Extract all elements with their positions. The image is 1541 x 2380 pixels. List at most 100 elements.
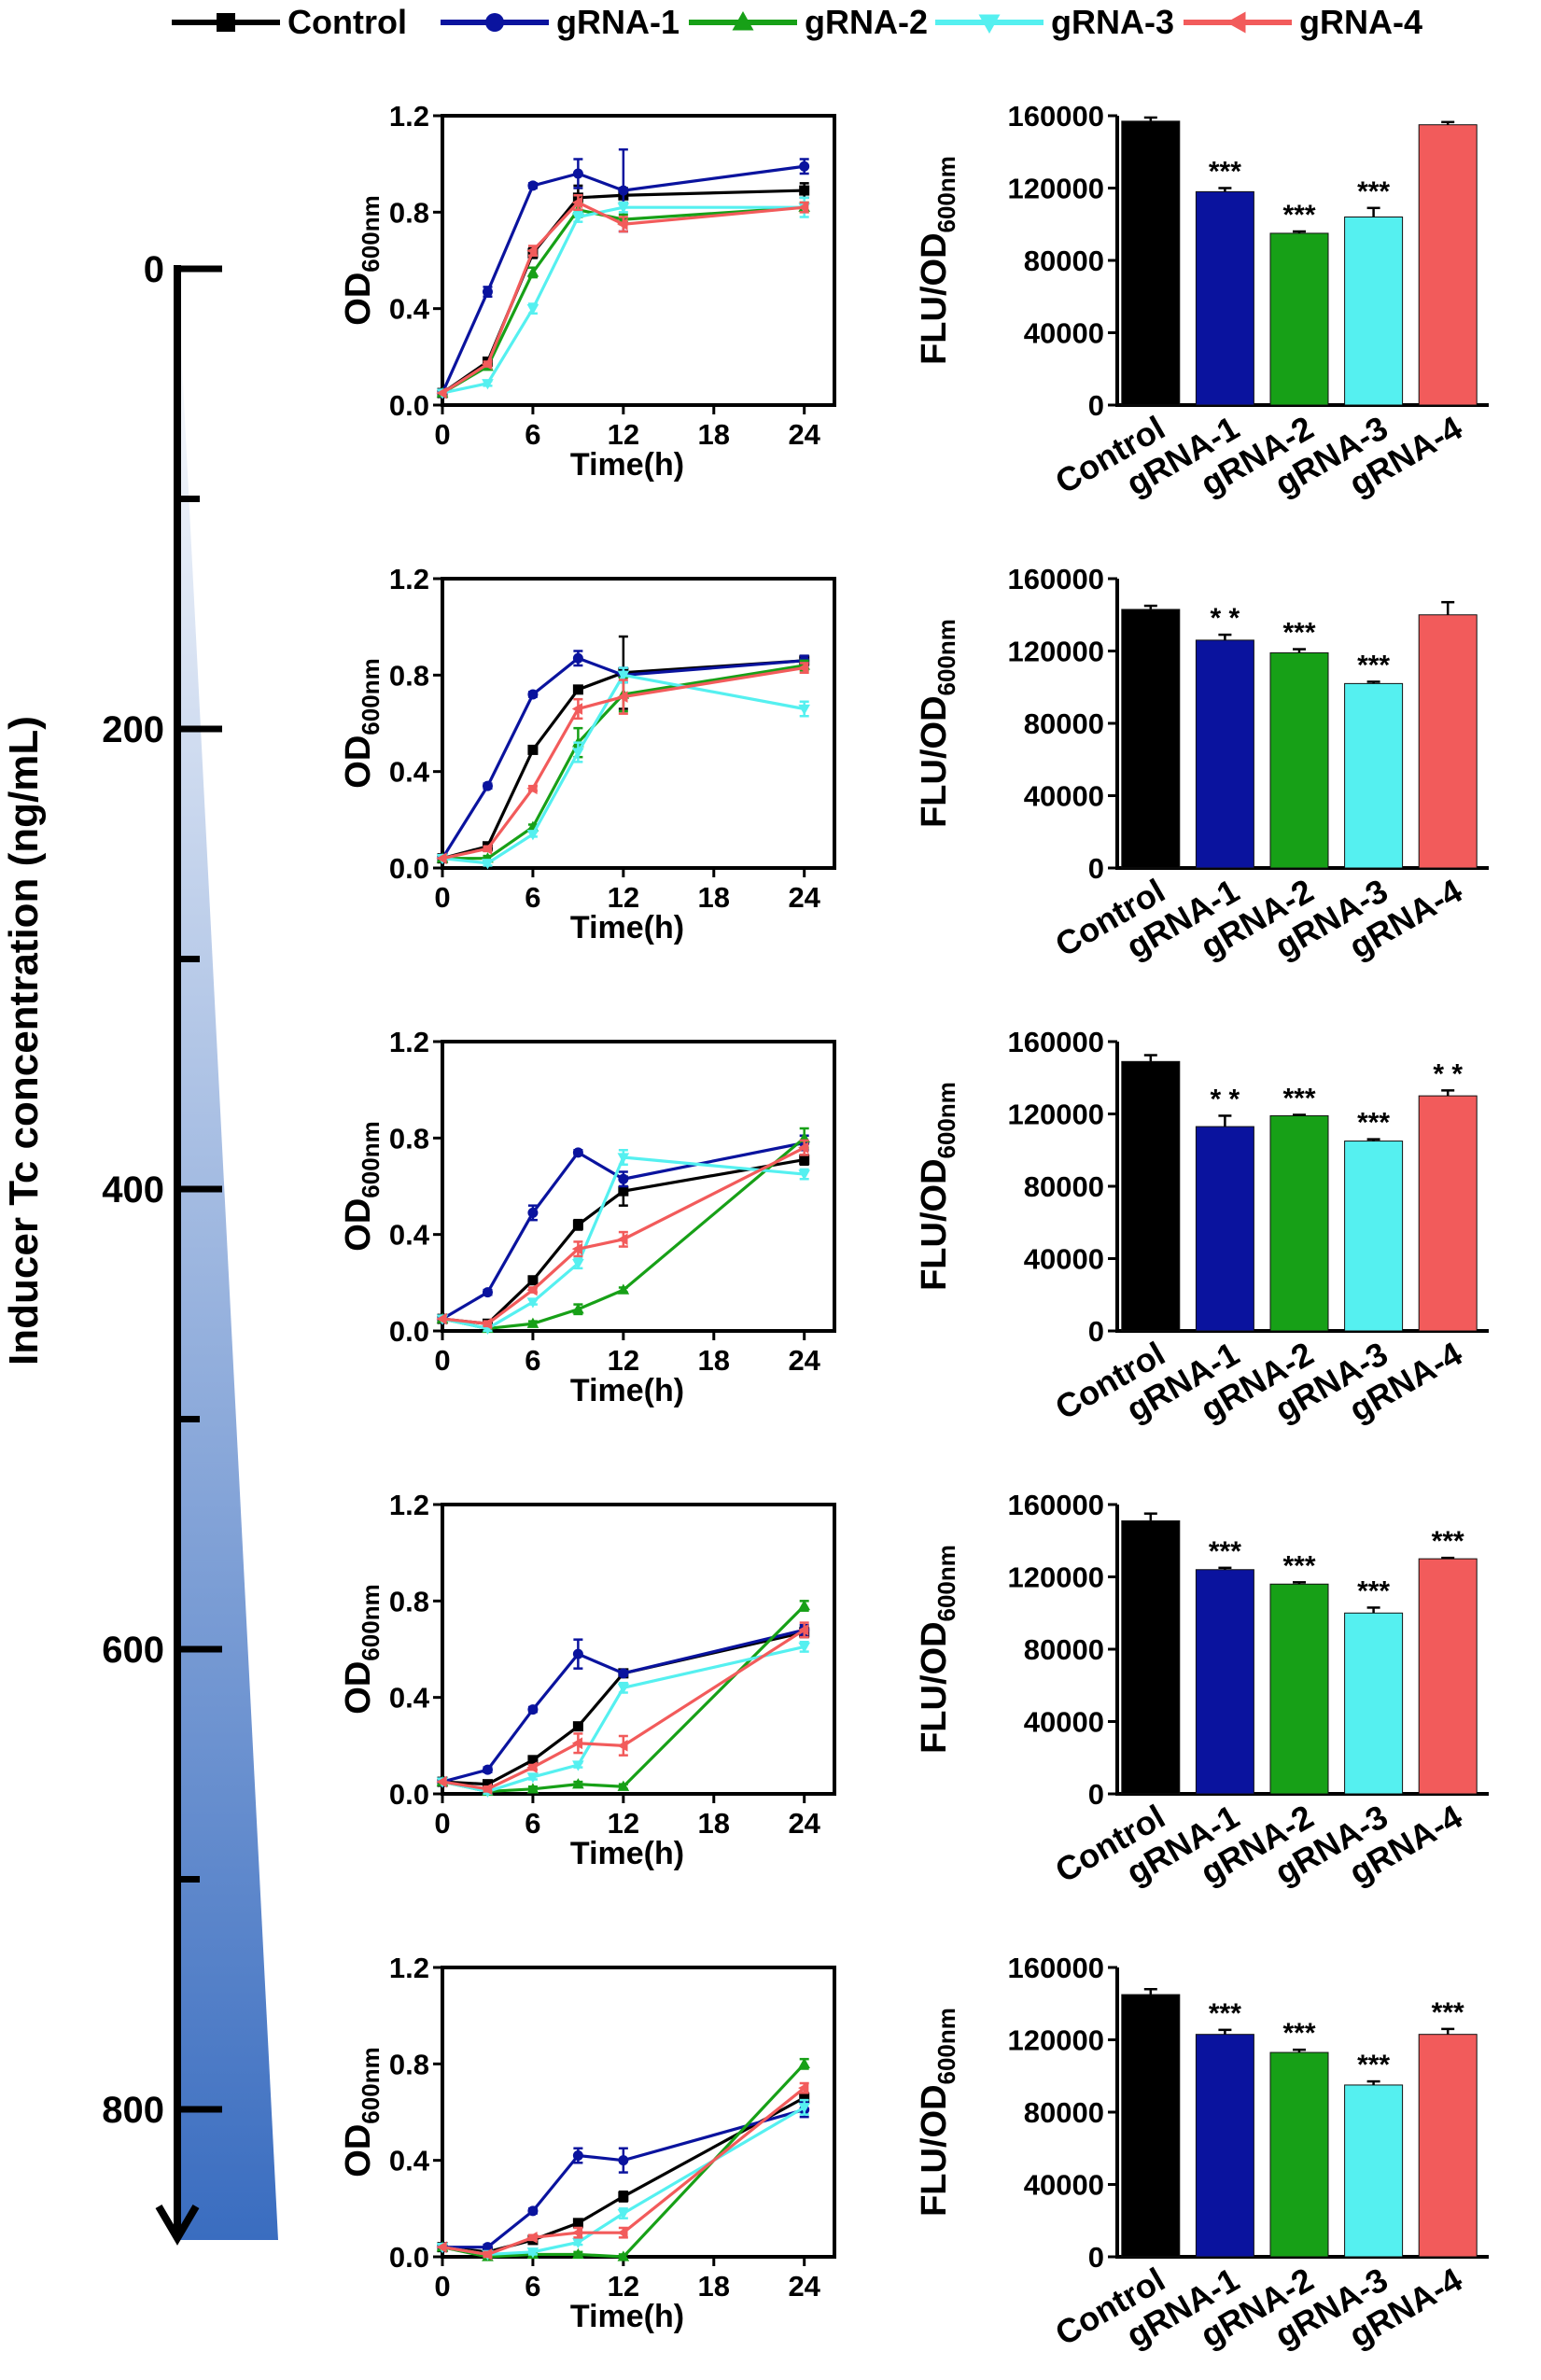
data-point [798,1169,811,1181]
series-gRNA-4 [436,1621,809,1796]
bar-Control [1121,1519,1181,1795]
significance-label: *** [1357,176,1390,207]
data-point [481,1783,493,1796]
bar-gRNA-4 [1418,614,1478,869]
data-point [482,1287,493,1298]
growth-chart: 0.0 0.4 0.8 1.2 0 6 12 18 24 Time(h) OD600nm [339,1952,836,2334]
data-point [482,780,493,791]
legend-item: gRNA-4 [1184,3,1422,41]
data-point [617,1683,630,1694]
significance-label: *** [1282,1550,1315,1581]
x-tick-label: 12 [608,881,639,914]
series-line [441,666,805,861]
x-tick-label: 0 [434,881,450,914]
y-tick-label: 80000 [1024,1170,1104,1203]
y-tick-label: 0 [1088,852,1104,885]
series-line [441,659,805,861]
significance-label: *** [1357,650,1390,680]
series-line [441,2096,806,2254]
data-point [572,1648,583,1659]
data-point [527,1704,539,1715]
data-point [799,161,810,172]
data-point [482,1779,493,1790]
y-tick-label: 120000 [1008,173,1104,205]
data-point [798,201,809,214]
data-point [527,1755,539,1766]
x-tick-label: 24 [788,881,820,914]
y-tick-label: 160000 [1008,100,1104,133]
data-point [526,245,538,257]
y-tick-label: 0 [1088,389,1104,422]
data-point [481,1317,493,1330]
legend-label: gRNA-3 [1051,3,1174,41]
significance-label: * * [1433,1058,1463,1089]
data-point [481,843,493,855]
data-point [572,2150,583,2161]
data-point [571,1242,583,1255]
bar-gRNA-3 [1344,217,1404,406]
series-line [441,1141,806,1321]
y-tick-label: 0.0 [389,2241,429,2274]
bar-gRNA-4 [1418,124,1478,406]
series-line [441,2063,806,2259]
x-tick-label: 6 [525,418,540,451]
data-point [571,703,583,715]
data-point [526,782,538,795]
data-point [482,287,493,298]
series-line [441,1628,806,1784]
data-point [572,1721,583,1732]
y-tick-label: 0.0 [389,852,429,885]
significance-label: *** [1357,1108,1390,1139]
bar-gRNA-1 [1195,639,1254,869]
legend-item: gRNA-1 [441,3,679,41]
data-point [526,830,539,841]
series-gRNA-4 [436,194,809,399]
x-axis-label: Time(h) [570,1836,684,1871]
y-axis-label-main: FLU/OD [915,2084,954,2216]
x-tick-label: 0 [434,418,450,451]
x-tick-label: 18 [698,1807,730,1840]
y-axis-label-subscript: 600nm [932,1082,960,1158]
y-axis-label-subscript: 600nm [357,195,385,272]
data-point [526,1317,539,1328]
series-line [441,673,805,865]
y-tick-label: 0 [1088,1315,1104,1348]
data-point [798,1141,809,1154]
data-point [526,1283,538,1296]
significance-label: *** [1432,1997,1464,2028]
data-point [618,1668,629,1679]
y-tick-label: 0 [1088,2241,1104,2274]
y-tick-label: 80000 [1024,1633,1104,1666]
x-tick-label: 6 [525,1807,540,1840]
data-point [572,1760,584,1771]
significance-label: *** [1357,1575,1390,1606]
data-point [572,1303,584,1314]
series-gRNA-1 [437,1623,810,1787]
x-tick-label: 6 [525,2270,540,2303]
y-tick-label: 80000 [1024,707,1104,740]
concentration-tick-label: 800 [102,2090,164,2131]
y-tick-label: 40000 [1024,780,1104,813]
significance-label: *** [1209,1536,1241,1567]
y-axis-label-subscript: 600nm [932,156,960,232]
data-point [617,1740,628,1752]
x-tick-label: 18 [698,2270,730,2303]
data-point [798,2081,809,2094]
y-tick-label: 0.8 [389,659,429,692]
y-tick-label: 160000 [1008,1026,1104,1058]
y-tick-label: 80000 [1024,245,1104,277]
y-tick-label: 0.4 [389,2145,430,2177]
series-gRNA-4 [436,2081,809,2261]
data-point [798,704,811,716]
bar-gRNA-1 [1195,1569,1254,1795]
significance-label: *** [1357,2050,1390,2080]
series-line [441,1604,806,1794]
data-point [617,691,628,703]
legend-label: Control [287,3,407,41]
y-tick-label: 1.2 [389,1952,429,1984]
y-axis-label-subscript: 600nm [932,1545,960,1621]
data-point [481,357,493,371]
y-axis-label-main: OD [339,273,378,326]
plot-frame [441,1040,836,1333]
